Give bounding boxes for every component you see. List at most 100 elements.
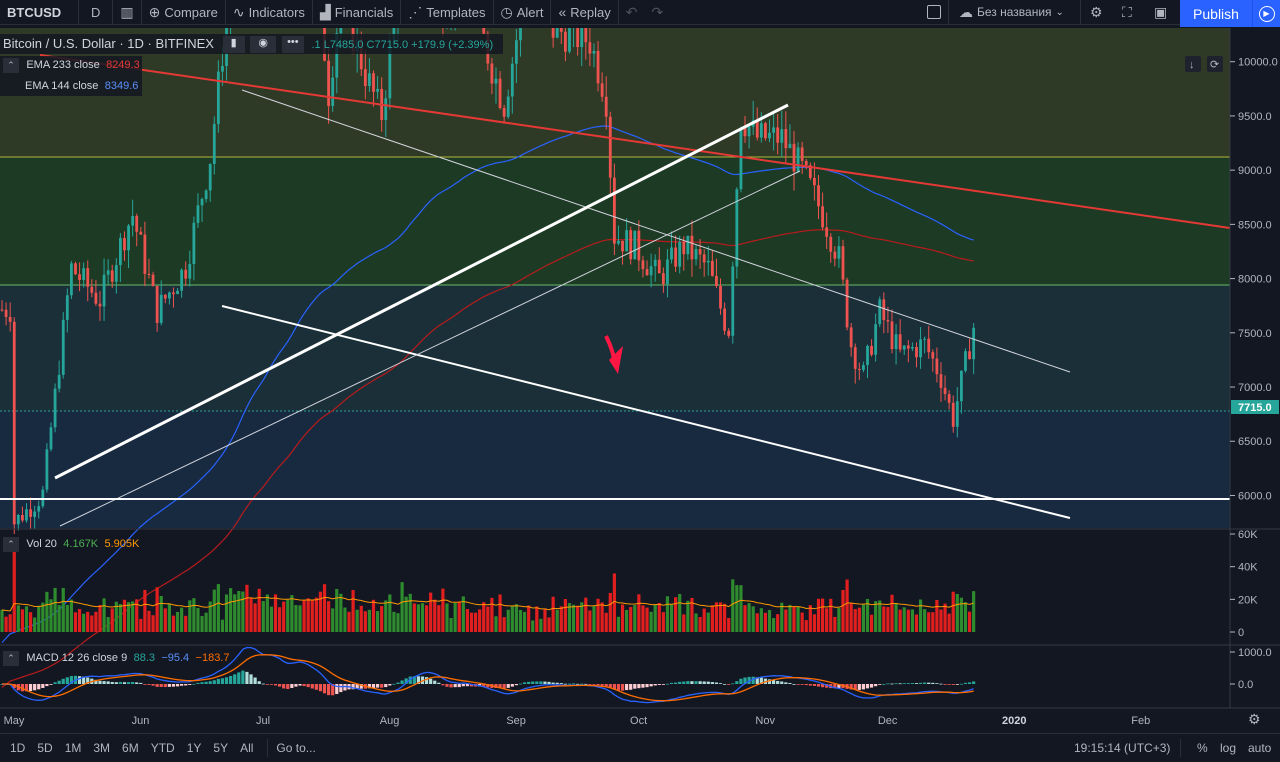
candle-body [866,345,869,366]
price-tick-label: 7500.0 [1238,328,1272,340]
play-button[interactable]: ▶ [1252,0,1280,27]
volume-bar [424,605,429,632]
reset-button[interactable] [1207,56,1223,72]
macd-histogram-bar [547,681,551,684]
log-toggle[interactable]: log [1220,741,1237,755]
financials-button[interactable]: ▟ Financials [313,0,400,25]
chart-type-button[interactable]: ▥ [113,0,140,25]
range-button-5y[interactable]: 5Y [213,741,229,755]
macd-histogram-bar [698,681,702,684]
undo-button[interactable]: ↶ [619,0,645,25]
range-button-3m[interactable]: 3M [93,741,111,755]
candle-body [359,39,363,70]
time-axis[interactable]: May Jun Jul Aug Sep Oct Nov Dec 2020 Feb [4,715,1151,727]
macd-histogram-bar [886,683,890,685]
volume-bar [796,606,800,632]
collapse-icon[interactable]: ⌃ [3,537,19,552]
percent-toggle[interactable]: % [1197,741,1208,755]
macd-histogram-bar [959,683,963,685]
trendline-support-thin[interactable] [59,170,801,527]
candle-body [935,358,939,375]
eye-icon[interactable]: ◉ [250,36,277,54]
rewind-icon: « [558,4,567,20]
candle-body [731,266,735,336]
alert-button[interactable]: ◷ Alert [494,0,551,25]
snapshot-button[interactable]: ▣ [1147,0,1174,25]
macd-histogram-bar [784,682,788,684]
range-button-1m[interactable]: 1M [64,741,82,755]
volume-bar [510,605,514,632]
volume-bar [212,589,216,632]
candle-body [559,28,563,32]
volume-bar [514,604,518,632]
macd-histogram-bar [649,684,653,687]
trendline-support-thick[interactable] [54,103,789,480]
candle-body [600,83,604,97]
divider [550,0,552,25]
trendline-upper-channel[interactable] [241,89,1071,373]
volume-bar [649,611,653,632]
interval-button[interactable]: D [79,0,112,25]
volume-bar [482,602,486,632]
macd-histogram-bar [143,684,147,685]
macd-value-3: −183.7 [195,652,230,664]
gear-icon[interactable]: ⚙ [1248,711,1261,727]
candle-body [739,127,743,190]
volume-bar [437,605,441,632]
range-button-5d[interactable]: 5D [37,741,53,755]
trendline-lower-channel[interactable] [221,305,1071,519]
settings-button[interactable]: ⚙ [1083,0,1110,25]
fullscreen-toggle[interactable] [920,0,948,25]
candle-body [808,165,812,178]
chart-area[interactable]: 6000.0 6500.0 7000.0 7500.0 8000.0 8500.0 9000… [0,28,1280,733]
macd-axis-ticks: 1000.0 0.0 [1230,647,1272,691]
templates-button[interactable]: ⋰ Templates [401,0,492,25]
compare-button[interactable]: ⊕ Compare [142,0,225,25]
flag-icon[interactable]: ▮ [222,36,245,54]
more-icon[interactable]: ••• [281,36,304,54]
symbol-search[interactable]: BTCUSD [0,0,78,25]
collapse-icon[interactable]: ⌃ [3,651,19,666]
volume-legend: ⌃ Vol 20 4.167K 5.905K [3,536,139,552]
candle-body [514,40,518,64]
range-button-1d[interactable]: 1D [10,741,26,755]
macd-value-2: −95.4 [161,652,190,664]
range-button-1y[interactable]: 1Y [186,741,202,755]
arrow-annotation-head[interactable] [609,346,623,374]
macd-histogram-bar [310,684,314,689]
ema1-legend: ⌃ EMA 233 close 8249.3 [3,57,140,73]
macd-histogram-bar [106,681,110,684]
price-axis[interactable] [1229,28,1280,708]
time-tick-label: Nov [755,715,775,727]
divider [267,739,269,757]
candle-body [968,351,971,360]
macd-histogram-bar [229,675,233,684]
volume-bar [375,611,380,632]
trendline-red[interactable] [39,54,1231,229]
redo-button[interactable]: ↷ [644,0,670,25]
volume-bar [278,607,282,632]
volume-bar [547,617,551,632]
scroll-down-button[interactable] [1185,56,1201,72]
candle-body [796,147,800,172]
divider [224,0,226,25]
volume-bar [12,537,16,632]
macd-histogram-bar [77,676,82,684]
indicators-button[interactable]: ∿ Indicators [226,0,312,25]
range-button-ytd[interactable]: YTD [150,741,175,755]
range-button-all[interactable]: All [240,741,254,755]
layout-name-button[interactable]: ☁ Без названия ⌄ [952,0,1078,25]
price-tick-label: 9000.0 [1238,165,1272,177]
publish-button[interactable]: Publish [1180,0,1252,27]
fullscreen-button[interactable]: ⛶ [1115,0,1139,25]
collapse-icon[interactable]: ⌃ [3,58,19,73]
replay-button[interactable]: «Replay [551,0,617,25]
macd-histogram-bar [878,684,882,685]
macd-histogram-bar [910,683,914,684]
range-button-6m[interactable]: 6M [122,741,139,755]
drawings[interactable] [0,54,1231,527]
auto-toggle[interactable]: auto [1248,741,1272,755]
volume-bar [290,595,294,632]
macd-line [1,646,974,704]
goto-button[interactable]: Go to... [276,741,316,755]
